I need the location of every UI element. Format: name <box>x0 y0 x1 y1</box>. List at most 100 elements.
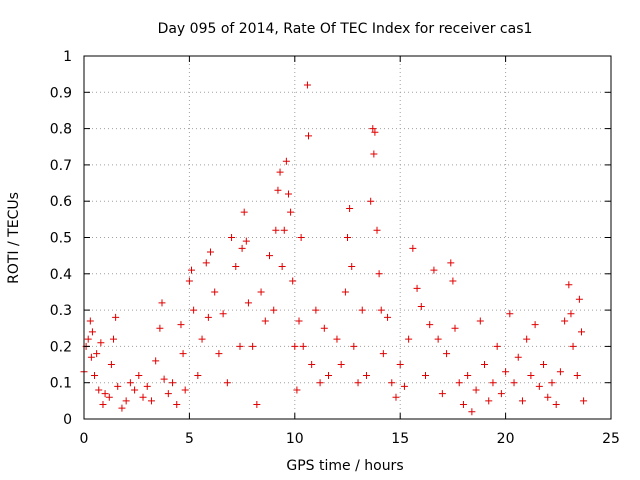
data-point <box>228 234 236 241</box>
data-point <box>143 382 151 390</box>
y-tick-label: 0.1 <box>50 376 72 392</box>
data-point <box>303 81 311 89</box>
data-point <box>177 321 185 329</box>
data-point <box>147 397 155 405</box>
data-point <box>464 371 472 379</box>
data-point <box>548 379 556 387</box>
data-point <box>88 328 96 336</box>
data-point <box>188 266 196 274</box>
data-point <box>417 302 425 310</box>
y-tick-label: 0.6 <box>50 194 72 210</box>
data-point <box>122 397 130 405</box>
data-point <box>238 244 246 252</box>
y-tick-label: 0.9 <box>50 85 72 101</box>
data-point <box>337 361 345 369</box>
data-point <box>295 317 303 325</box>
data-point <box>449 277 457 285</box>
x-tick-label: 0 <box>80 431 89 447</box>
data-point <box>325 371 333 379</box>
data-point <box>211 288 219 296</box>
data-point <box>567 310 575 318</box>
data-point <box>266 252 274 260</box>
data-point <box>384 313 392 321</box>
data-point <box>577 328 585 336</box>
data-point <box>131 386 139 394</box>
data-point <box>206 248 214 256</box>
data-point <box>354 379 362 387</box>
x-axis-tick-labels: 0 5 10 15 20 25 <box>80 431 620 447</box>
data-point <box>455 379 463 387</box>
data-point <box>369 125 377 133</box>
data-point <box>518 397 526 405</box>
data-point <box>305 132 313 140</box>
data-point <box>291 342 299 350</box>
data-point <box>493 342 501 350</box>
x-tick-label: 5 <box>185 431 194 447</box>
data-point <box>99 400 107 408</box>
data-point <box>84 335 92 343</box>
data-point <box>320 324 328 332</box>
data-point <box>379 350 387 358</box>
y-tick-label: 0 <box>63 412 72 428</box>
data-point <box>510 379 518 387</box>
x-tick-label: 20 <box>497 431 515 447</box>
data-point <box>556 368 564 376</box>
data-point <box>523 335 531 343</box>
data-point <box>438 390 446 398</box>
data-point <box>426 321 434 329</box>
data-point <box>540 361 548 369</box>
data-point <box>179 350 187 358</box>
data-points <box>80 81 588 416</box>
y-axis-label: ROTI / TECUs <box>6 192 22 284</box>
data-point <box>409 244 417 252</box>
data-point <box>468 408 476 416</box>
x-tick-label: 10 <box>286 431 304 447</box>
y-tick-label: 0.4 <box>50 267 72 283</box>
data-point <box>280 226 288 234</box>
data-point <box>575 295 583 303</box>
x-axis-label: GPS time / hours <box>286 458 403 474</box>
data-point <box>430 266 438 274</box>
data-point <box>87 353 95 361</box>
data-point <box>135 371 143 379</box>
data-point <box>278 263 286 271</box>
data-point <box>185 277 193 285</box>
y-tick-label: 0.5 <box>50 231 72 247</box>
data-point <box>284 190 292 198</box>
data-point <box>370 150 378 158</box>
data-point <box>198 335 206 343</box>
data-point <box>287 208 295 216</box>
data-point <box>485 397 493 405</box>
data-point <box>152 357 160 365</box>
data-point <box>346 204 354 212</box>
data-point <box>367 197 375 205</box>
data-point <box>400 382 408 390</box>
data-point <box>316 379 324 387</box>
data-point <box>270 306 278 314</box>
data-point <box>362 371 370 379</box>
data-point <box>413 284 421 292</box>
data-point <box>164 390 172 398</box>
data-point <box>472 386 480 394</box>
data-point <box>86 317 94 325</box>
data-point <box>375 270 383 278</box>
data-point <box>434 335 442 343</box>
data-point <box>244 299 252 307</box>
data-point <box>373 226 381 234</box>
data-point <box>289 277 297 285</box>
data-point <box>272 226 280 234</box>
data-point <box>476 317 484 325</box>
data-point <box>93 350 101 358</box>
data-point <box>506 310 514 318</box>
y-tick-label: 0.7 <box>50 158 72 174</box>
chart-title: Day 095 of 2014, Rate Of TEC Index for r… <box>158 21 533 37</box>
y-tick-label: 0.3 <box>50 303 72 319</box>
data-point <box>544 393 552 401</box>
data-point <box>443 350 451 358</box>
data-point <box>531 321 539 329</box>
data-point <box>126 379 134 387</box>
y-axis-tick-labels: 0 0.1 0.2 0.3 0.4 0.5 0.6 0.7 0.8 0.9 1 <box>50 49 72 428</box>
data-point <box>481 361 489 369</box>
data-point <box>282 157 290 165</box>
